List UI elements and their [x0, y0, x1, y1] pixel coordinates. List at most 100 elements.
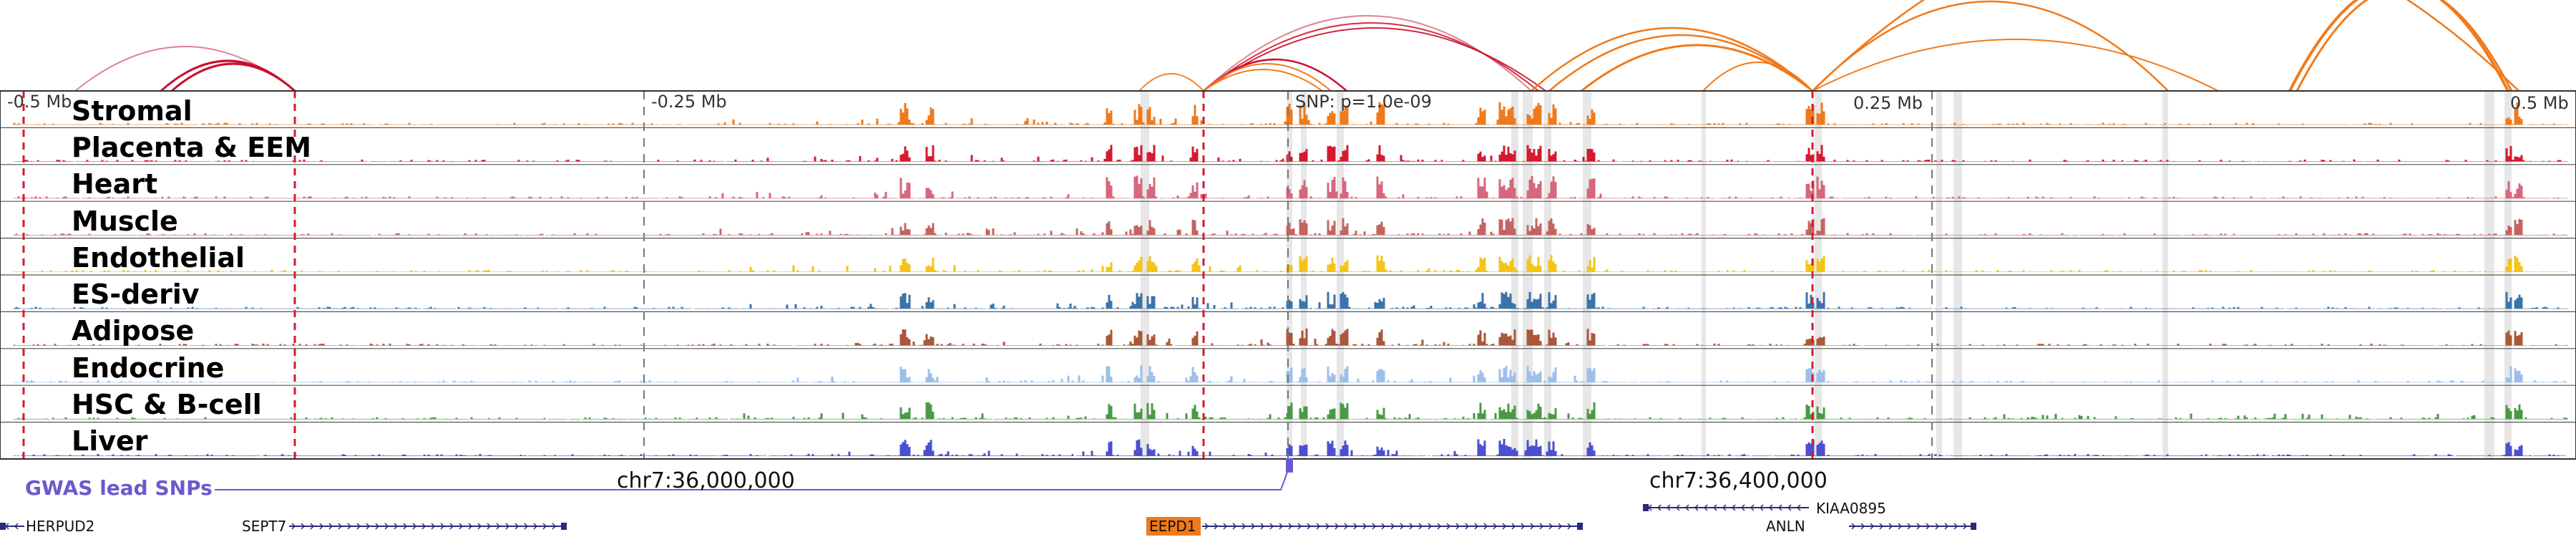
gene-strand-arrow [1325, 523, 1330, 530]
gene-strand-arrow [524, 523, 529, 530]
signal-track [0, 402, 2576, 423]
axis: -0.5 Mb -0.25 Mb SNP: p=1.0e-09 0.25 Mb … [7, 92, 2569, 113]
gene-strand-arrow [1269, 523, 1274, 530]
signal-track [0, 255, 2576, 276]
gene-strand-arrow [1493, 523, 1498, 530]
gene-strand-arrow [1409, 523, 1414, 530]
gene-strand-arrow [1400, 523, 1405, 530]
gene-strand-arrow [1390, 523, 1395, 530]
loop-arc [1812, 0, 2519, 92]
gene-strand-arrow [1731, 504, 1736, 511]
gene-strand-arrow [1288, 523, 1293, 530]
gene-strand-arrow [1418, 523, 1423, 530]
gwas-label: GWAS lead SNPs [25, 476, 213, 500]
loop-arc [1812, 39, 2219, 92]
axis-label-minus-quarter: -0.25 Mb [651, 92, 727, 112]
track-label-placenta: Placenta & EEM [72, 132, 311, 163]
gene-strand-arrow [1502, 523, 1507, 530]
track-label-es-deriv: ES-deriv [72, 279, 200, 310]
gene-strand-arrow [338, 523, 343, 530]
reference-lines [22, 91, 1933, 459]
gene-strand-arrow [459, 523, 464, 530]
gene-strand-arrow [1558, 523, 1563, 530]
gene-exon [0, 523, 6, 530]
gene-strand-arrow [347, 523, 352, 530]
signal-track [0, 145, 2576, 165]
gene-strand-arrow [1521, 523, 1526, 530]
gene-exon [1643, 504, 1649, 511]
gene-strand-arrow [1703, 504, 1708, 511]
gene-strand-arrow [1548, 523, 1553, 530]
gene-strand-arrow [421, 523, 426, 530]
gene-strand-arrow [1694, 504, 1699, 511]
coordinates: chr7:36,000,000 chr7:36,400,000 [617, 468, 1828, 493]
loop-arc [1812, 0, 2169, 92]
gene-strand-arrow [310, 523, 315, 530]
track-labels: Stromal Placenta & EEM Heart Muscle Endo… [72, 95, 311, 457]
gene-strand-arrow [1474, 523, 1479, 530]
gene-strand-arrow [1465, 523, 1470, 530]
signal-path [13, 218, 2568, 236]
gene-strand-arrow [1232, 523, 1237, 530]
gwas-lead-snp [1286, 458, 1293, 473]
gene-strand-arrow [1926, 523, 1931, 530]
gene-strand-arrow [412, 523, 417, 530]
gene-strand-arrow [1750, 504, 1755, 511]
loop-arc [1138, 73, 1204, 92]
gene-strand-arrow [1722, 504, 1727, 511]
gene-label-sept7: SEPT7 [242, 518, 286, 535]
gene-strand-arrow [1511, 523, 1516, 530]
gene-strand-arrow [319, 523, 324, 530]
signal-path [13, 402, 2568, 420]
axis-label-plus-half: 0.5 Mb [2510, 93, 2569, 113]
gene-highlight-eepd1 [1146, 517, 1201, 536]
gene-strand-arrow [1787, 504, 1792, 511]
gene-strand-arrow [449, 523, 454, 530]
gene-strand-arrow [542, 523, 547, 530]
gene-strand-arrow [291, 523, 296, 530]
gene-strand-arrow [384, 523, 389, 530]
signal-path [13, 439, 2568, 456]
gene-strand-arrow [1539, 523, 1544, 530]
gene-kiaa0895 [1643, 504, 1809, 511]
gene-strand-arrow [1428, 523, 1433, 530]
loop-arc [1203, 27, 1546, 92]
gene-strand-arrow [1768, 504, 1773, 511]
gene-strand-arrow [1455, 523, 1460, 530]
gene-strand-arrow [487, 523, 492, 530]
gene-strand-arrow [1437, 523, 1442, 530]
gene-strand-arrow [1567, 523, 1572, 530]
track-label-muscle: Muscle [72, 205, 178, 237]
gene-strand-arrow [1675, 504, 1680, 511]
gene-strand-arrow [1916, 523, 1921, 530]
gene-strand-arrow [1530, 523, 1535, 530]
gene-strand-arrow [328, 523, 333, 530]
gene-strand-arrow [1483, 523, 1488, 530]
gene-strand-arrow [1353, 523, 1358, 530]
axis-label-minus-half: -0.5 Mb [7, 92, 72, 112]
gene-eepd1 [1202, 523, 1583, 530]
gene-strand-arrow [1657, 504, 1662, 511]
gene-strand-arrow [356, 523, 361, 530]
gene-strand-arrow [1316, 523, 1321, 530]
gene-strand-arrow [1712, 504, 1717, 511]
gene-strand-arrow [1777, 504, 1782, 511]
loop-arc [1203, 63, 1332, 92]
gene-strand-arrow [1851, 523, 1856, 530]
gene-strand-arrow [1666, 504, 1671, 511]
gene-strand-arrow [1796, 504, 1801, 511]
coordinate-right: chr7:36,400,000 [1649, 468, 1828, 493]
gene-strand-arrow [14, 523, 19, 530]
signal-path [13, 102, 2568, 125]
gene-strand-arrow [1759, 504, 1764, 511]
gene-strand-arrow [1251, 523, 1256, 530]
gene-strand-arrow [431, 523, 436, 530]
loop-arc [2288, 0, 2509, 92]
gene-strand-arrow [440, 523, 445, 530]
gene-track: HERPUD2 SEPT7 EEPD1 KIAA0895 ANLN [0, 500, 1976, 536]
track-label-stromal: Stromal [72, 95, 192, 127]
gene-label-kiaa0895: KIAA0895 [1816, 500, 1886, 517]
gene-exon [1577, 523, 1583, 530]
gene-strand-arrow [1888, 523, 1893, 530]
